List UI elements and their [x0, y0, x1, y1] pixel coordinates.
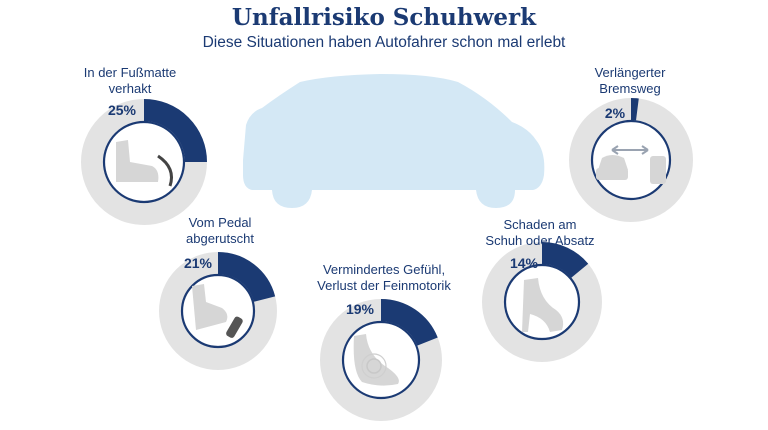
percent-label-bremsweg: 2% — [604, 105, 626, 121]
shoe-on-floormat-icon — [116, 140, 173, 187]
high-heel-icon — [522, 278, 564, 332]
label-line: Schaden am — [503, 217, 577, 232]
percent-label-gefuehl: 19% — [345, 301, 375, 317]
label-fussmatte: In der Fußmatte verhakt — [70, 65, 190, 97]
donut-value-arc-fussmatte — [143, 99, 207, 163]
label-line: Verlängerter — [594, 65, 666, 80]
percent-label-schaden: 14% — [509, 255, 539, 271]
braking-distance-icon — [596, 145, 666, 184]
chart-title: Unfallrisiko Schuhwerk — [231, 4, 537, 31]
percent-label-pedal: 21% — [183, 255, 213, 271]
chart-subtitle: Diese Situationen haben Autofahrer schon… — [202, 34, 566, 51]
label-line: Vom Pedal — [188, 215, 252, 230]
donut-value-arc-gefuehl — [380, 299, 438, 347]
label-line: verhakt — [108, 81, 152, 96]
label-line: Vermindertes Gefühl, — [322, 262, 446, 277]
bare-foot-icon — [353, 334, 399, 386]
label-gefuehl: Vermindertes Gefühl, Verlust der Feinmot… — [296, 262, 472, 294]
donut-value-arc-pedal — [217, 252, 276, 303]
label-line: In der Fußmatte — [83, 65, 177, 80]
label-line: Bremsweg — [599, 81, 661, 96]
label-line: abgerutscht — [186, 231, 254, 246]
car-silhouette-icon — [243, 74, 545, 208]
percent-label-fussmatte: 25% — [107, 102, 137, 118]
donut-value-arc-schaden — [541, 242, 589, 279]
label-line: Schuh oder Absatz — [485, 233, 595, 248]
label-pedal: Vom Pedal abgerutscht — [160, 215, 280, 247]
shoe-slipping-off-pedal-icon — [192, 284, 243, 338]
label-schaden: Schaden am Schuh oder Absatz — [470, 217, 610, 249]
label-bremsweg: Verlängerter Bremsweg — [575, 65, 685, 97]
label-line: Verlust der Feinmotorik — [317, 278, 451, 293]
